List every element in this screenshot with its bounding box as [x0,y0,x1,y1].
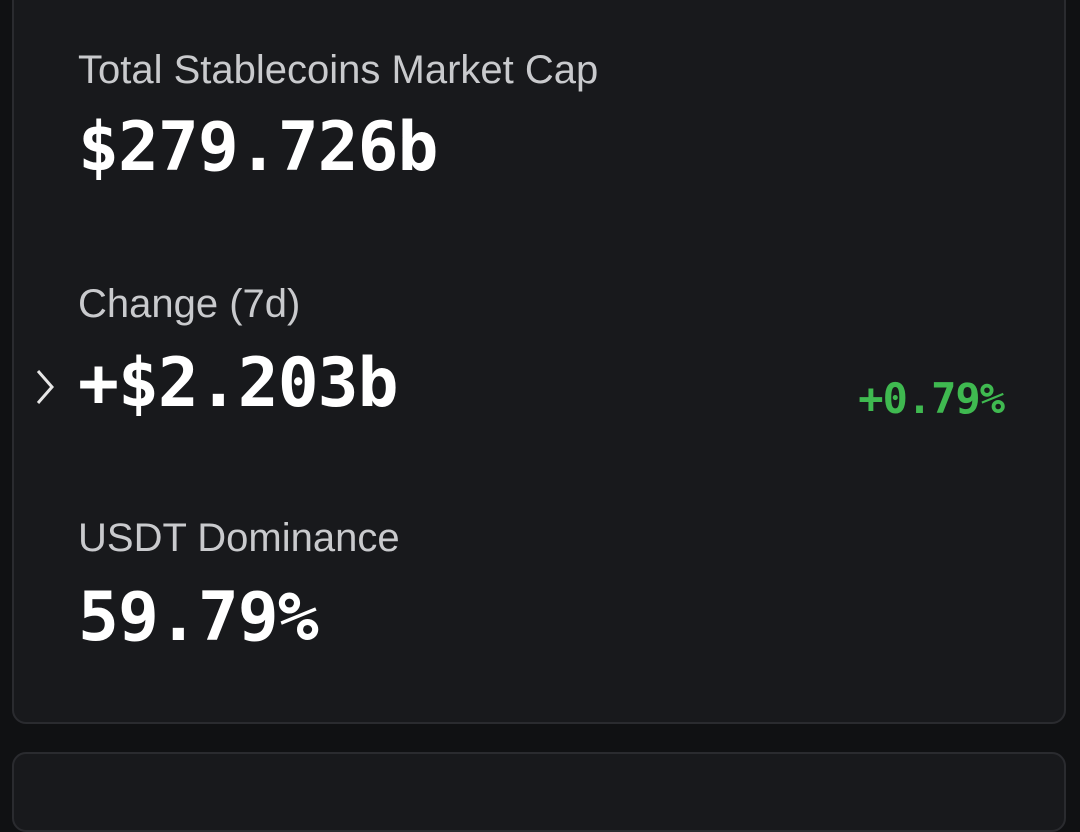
stat-label: USDT Dominance [78,516,400,560]
next-card [12,752,1066,832]
stat-value[interactable]: +$2.203b [78,344,399,423]
stat-label: Change (7d) [78,282,301,326]
stat-percent: +0.79% [858,374,1005,423]
stat-value: $279.726b [78,108,438,187]
stats-card: Total Stablecoins Market Cap $279.726b C… [12,0,1066,724]
page: {"stats": [ {"label": "Total Stablecoins… [12,0,1066,832]
stat-value: 59.79% [78,578,319,657]
expand-chevron[interactable] [34,367,60,407]
stat-label: Total Stablecoins Market Cap [78,48,599,92]
